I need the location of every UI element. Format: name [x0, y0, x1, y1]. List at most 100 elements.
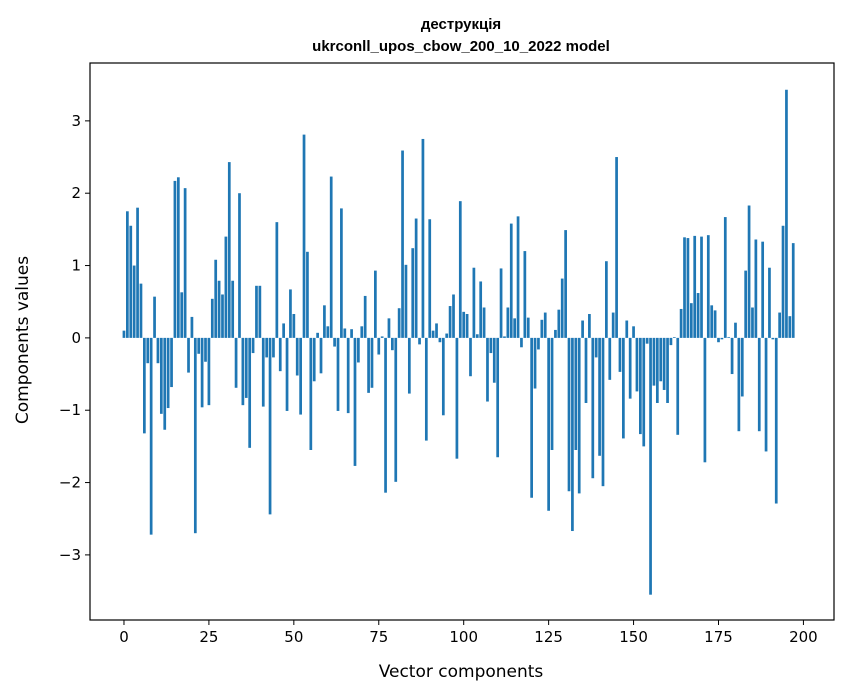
- x-tick-label: 200: [789, 628, 818, 646]
- bar: [282, 323, 285, 338]
- y-axis-label: Components values: [13, 256, 33, 424]
- x-tick-label: 175: [704, 628, 733, 646]
- bar: [357, 337, 360, 363]
- bar: [774, 337, 778, 504]
- bar: [265, 337, 269, 358]
- bar: [723, 217, 727, 338]
- bar: [520, 337, 523, 348]
- bar: [231, 280, 235, 338]
- bar: [713, 310, 717, 338]
- bar: [482, 307, 486, 338]
- bar: [394, 337, 398, 482]
- bar: [605, 261, 608, 338]
- bar: [686, 238, 690, 338]
- bar: [734, 322, 737, 338]
- bar: [401, 150, 404, 338]
- x-tick-label: 0: [119, 628, 129, 646]
- bar: [312, 337, 316, 382]
- plot-area-frame: [89, 62, 835, 621]
- bar: [475, 334, 479, 338]
- bar: [268, 337, 272, 515]
- bar: [153, 296, 156, 338]
- bar: [227, 162, 231, 338]
- y-axis-ticks: −3 −2 −1 0 1 2 3: [59, 112, 90, 564]
- bar: [306, 251, 309, 338]
- bar: [411, 248, 415, 338]
- bar: [384, 337, 387, 493]
- bar: [588, 314, 591, 338]
- bar: [350, 329, 353, 338]
- bar: [333, 337, 336, 347]
- bar: [526, 317, 530, 338]
- bar: [452, 294, 455, 338]
- bar: [163, 337, 167, 430]
- bar: [676, 337, 680, 435]
- bar: [479, 281, 483, 338]
- bar: [234, 337, 238, 388]
- bar: [217, 280, 221, 338]
- bar: [778, 312, 781, 338]
- bar: [397, 308, 401, 338]
- bar: [340, 208, 343, 338]
- bar: [513, 318, 517, 338]
- chart-title-line-1: деструкція: [421, 16, 501, 33]
- x-tick-label: 100: [449, 628, 478, 646]
- bar: [625, 320, 629, 338]
- bar: [129, 225, 133, 338]
- bar: [441, 337, 445, 416]
- bar: [309, 337, 313, 450]
- bar: [244, 337, 248, 398]
- bar: [448, 306, 452, 338]
- bar: [550, 337, 554, 450]
- bar: [146, 337, 150, 364]
- bar: [672, 337, 676, 338]
- bar: [632, 326, 635, 338]
- y-tick-label: 0: [71, 329, 81, 347]
- bar: [255, 285, 258, 338]
- bar: [655, 337, 659, 403]
- bar: [319, 337, 323, 374]
- bar: [469, 337, 472, 377]
- bar: [166, 337, 170, 409]
- y-tick-label: −2: [59, 474, 81, 492]
- bar: [143, 337, 146, 434]
- bar: [737, 337, 741, 432]
- bar: [598, 337, 601, 456]
- bar: [730, 337, 734, 375]
- bar: [329, 176, 333, 338]
- bar: [407, 337, 411, 394]
- bar: [717, 337, 720, 343]
- bar: [516, 216, 520, 338]
- bar: [370, 337, 374, 388]
- x-tick-label: 150: [619, 628, 648, 646]
- bar: [611, 312, 615, 338]
- bar: [180, 292, 184, 338]
- bar: [391, 337, 394, 351]
- bar: [149, 337, 153, 535]
- bar: [567, 337, 571, 492]
- bar: [472, 267, 476, 338]
- bar: [693, 235, 697, 338]
- bar: [418, 337, 421, 345]
- bar: [241, 337, 245, 406]
- bar: [706, 235, 710, 338]
- bar: [584, 337, 588, 403]
- bar: [781, 225, 785, 338]
- bar: [591, 337, 595, 479]
- y-tick-label: 2: [71, 184, 81, 202]
- bar: [323, 305, 326, 338]
- bar: [295, 337, 299, 376]
- bar: [581, 320, 584, 338]
- bar: [445, 333, 449, 338]
- bar: [261, 337, 265, 407]
- bar: [669, 337, 673, 346]
- bar: [622, 337, 625, 439]
- y-tick-label: −1: [59, 401, 81, 419]
- bar: [190, 316, 194, 338]
- bar: [275, 222, 279, 338]
- bar: [689, 303, 693, 338]
- bar: [547, 337, 550, 511]
- bar: [764, 337, 768, 452]
- bar: [122, 330, 126, 338]
